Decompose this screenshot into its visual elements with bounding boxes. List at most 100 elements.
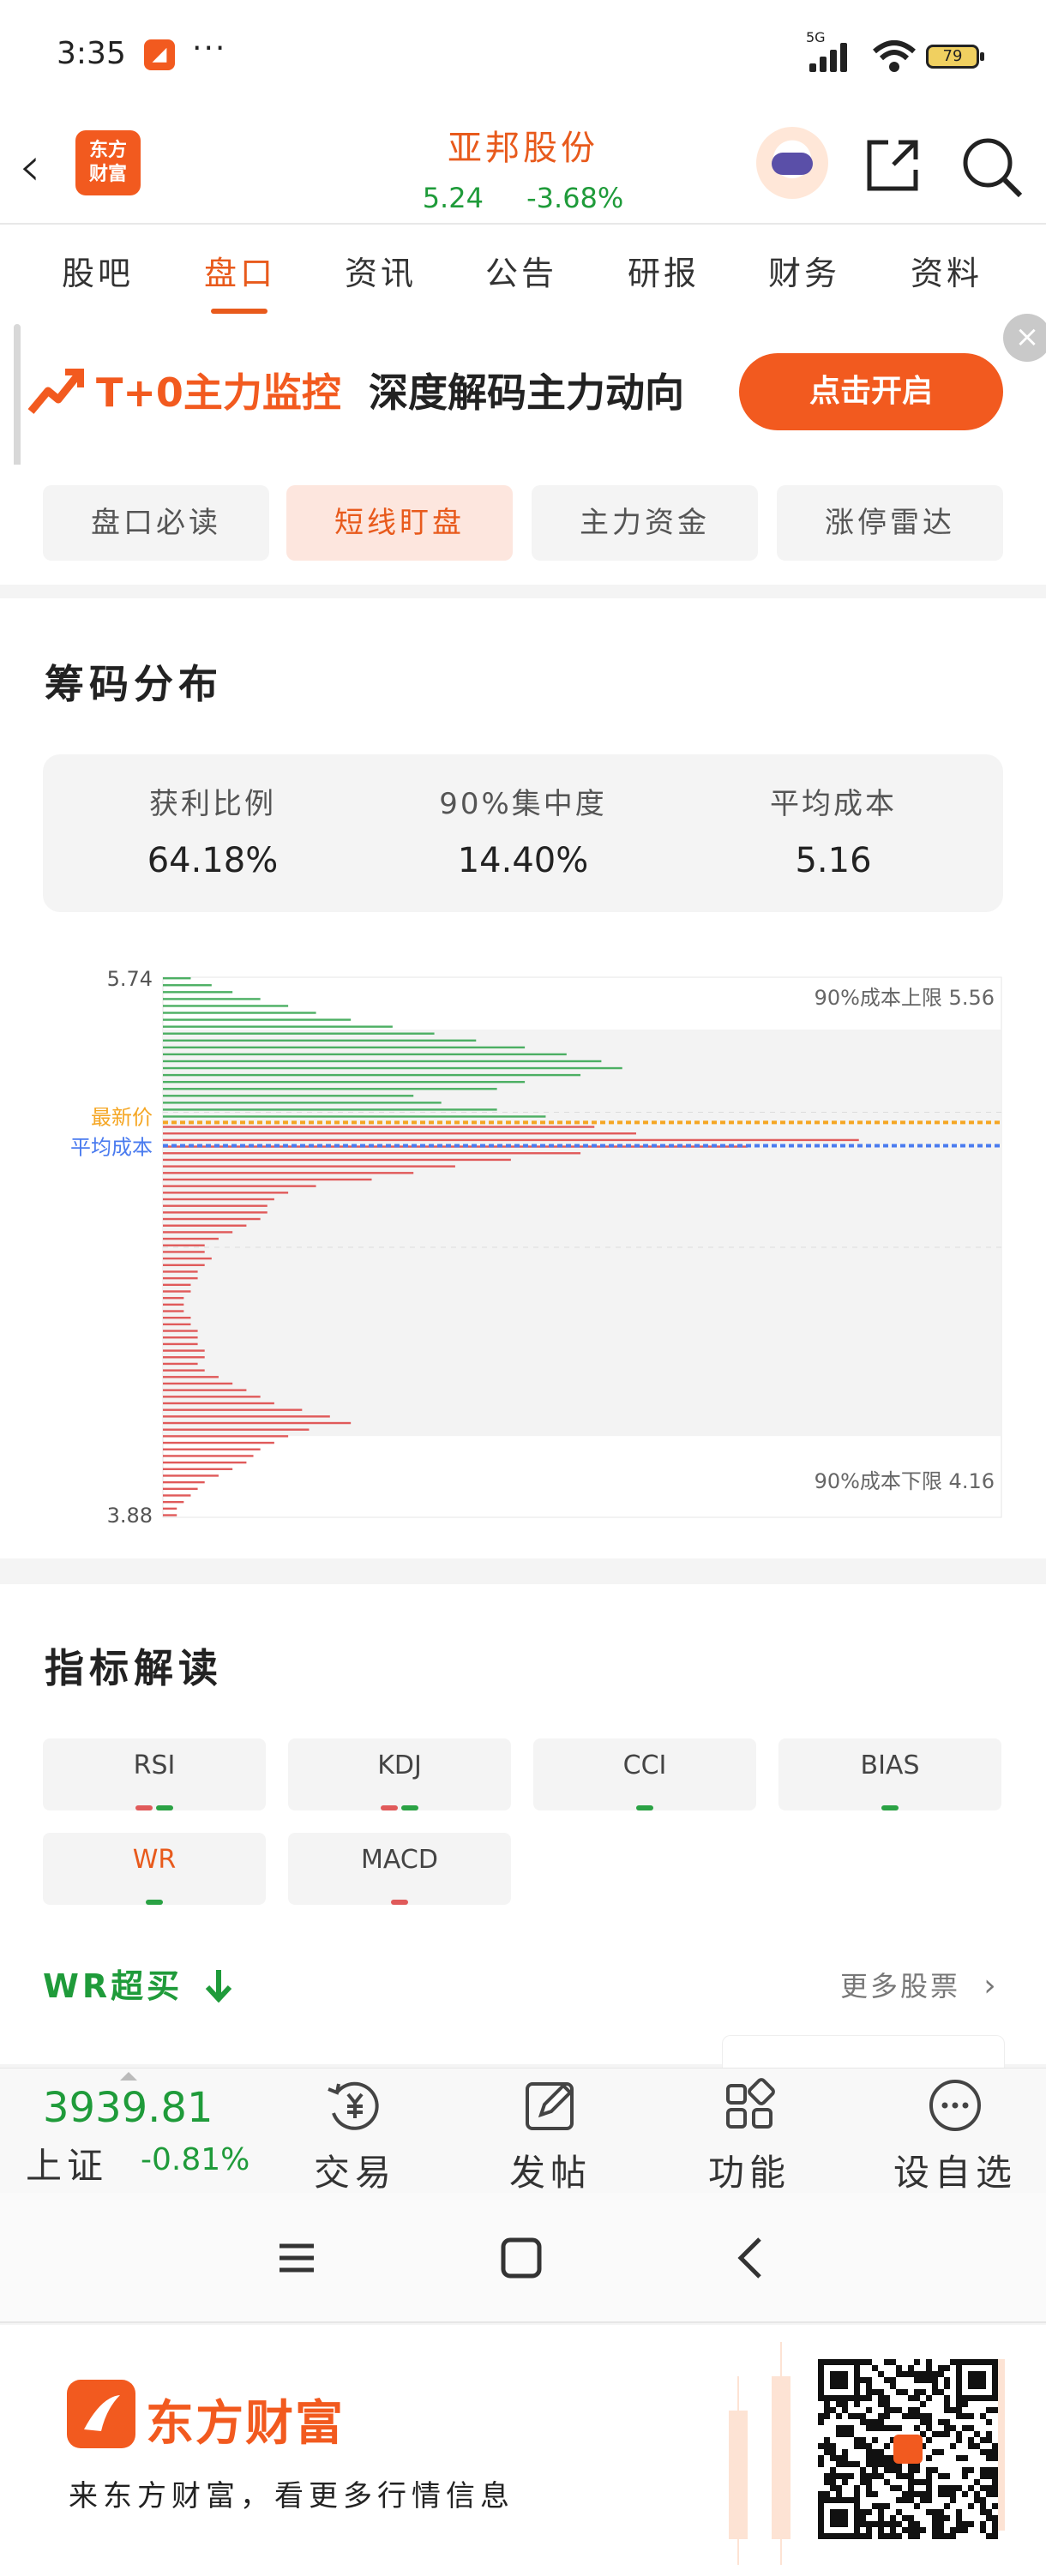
loss-chip-bar — [163, 1330, 198, 1332]
nav-trade[interactable]: 交易 — [286, 2075, 424, 2196]
tab-profile[interactable]: 资料 — [911, 255, 983, 292]
y-tick-top: 5.74 — [107, 967, 153, 991]
home-icon[interactable] — [499, 2236, 544, 2280]
stat-label: 平均成本 — [770, 787, 897, 821]
loss-chip-bar — [163, 1480, 205, 1484]
signal-dots — [533, 1787, 756, 1810]
indicator-cci-button[interactable]: CCI — [533, 1738, 756, 1810]
index-change[interactable]: -0.81% — [141, 2142, 250, 2177]
chip-distribution-section: 筹码分布 获利比例 64.18% 90%集中度 14.40% 平均成本 5.16… — [0, 598, 1046, 1558]
recent-apps-icon[interactable] — [274, 2236, 319, 2280]
system-back-icon[interactable] — [729, 2234, 773, 2282]
expand-caret-icon[interactable] — [120, 2072, 137, 2081]
scrollbar[interactable] — [14, 324, 21, 494]
tab-announcements[interactable]: 公告 — [485, 255, 558, 292]
profit-chip-bar — [163, 984, 212, 987]
loss-chip-bar — [163, 1323, 191, 1326]
profit-chip-bar — [163, 1018, 352, 1021]
more-stocks-link[interactable]: 更多股票 › — [840, 1965, 999, 2004]
subtab-must-read[interactable]: 盘口必读 — [43, 485, 269, 561]
loss-chip-bar — [163, 1276, 198, 1280]
profit-chip-bar — [163, 1039, 477, 1042]
mini-chart-card[interactable] — [722, 2035, 1005, 2069]
assistant-robot-icon[interactable] — [756, 127, 828, 199]
share-icon[interactable] — [863, 135, 923, 195]
loss-chip-bar — [163, 1138, 859, 1142]
section-title: 筹码分布 — [45, 661, 223, 707]
indicator-label: KDJ — [377, 1750, 422, 1780]
indicator-wr-button[interactable]: WR — [43, 1833, 266, 1905]
loss-chip-bar — [163, 1283, 191, 1287]
active-tab-indicator — [211, 309, 268, 314]
loss-chip-bar — [163, 1349, 205, 1352]
subtab-limit-radar[interactable]: 涨停雷达 — [777, 485, 1003, 561]
main-tabs: 股吧 盘口 资讯 公告 研报 财务 资料 — [0, 225, 1046, 317]
indicator-macd-button[interactable]: MACD — [288, 1833, 511, 1905]
indicator-label: MACD — [361, 1845, 438, 1875]
loss-chip-bar — [163, 1211, 268, 1214]
promo-banner[interactable]: T+0主力监控 深度解码主力动向 点击开启 × — [0, 314, 1046, 465]
banner-open-button[interactable]: 点击开启 — [739, 353, 1003, 430]
loss-chip-bar — [163, 1514, 177, 1516]
tab-research[interactable]: 研报 — [628, 255, 700, 292]
loss-chip-bar — [163, 1435, 289, 1438]
nav-post[interactable]: 发帖 — [482, 2075, 619, 2196]
stock-name[interactable]: 亚邦股份 — [448, 129, 598, 168]
close-icon[interactable]: × — [1003, 314, 1046, 362]
wr-overbought-title[interactable]: WR超买 — [43, 1960, 233, 2007]
search-icon[interactable] — [959, 134, 1024, 199]
profit-chip-bar — [163, 1066, 622, 1070]
loss-chip-bar — [163, 1356, 205, 1359]
loss-chip-bar — [163, 1224, 247, 1227]
index-name[interactable]: 上证 — [26, 2145, 109, 2187]
loss-chip-bar — [163, 1415, 330, 1418]
loss-chip-bar — [163, 1500, 184, 1504]
tab-pankou[interactable]: 盘口 — [204, 255, 277, 292]
loss-chip-bar — [163, 1192, 289, 1194]
latest-price-label: 最新价 — [91, 1105, 153, 1129]
loss-chip-bar — [163, 1185, 316, 1187]
indicator-label: WR — [132, 1845, 177, 1875]
indicator-kdj-button[interactable]: KDJ — [288, 1738, 511, 1810]
loss-chip-bar — [163, 1448, 261, 1450]
y-tick-bottom: 3.88 — [107, 1504, 153, 1528]
nav-functions[interactable]: 功能 — [681, 2075, 818, 2196]
indicator-rsi-button[interactable]: RSI — [43, 1738, 266, 1810]
logo-text-top: 东方 — [88, 140, 127, 161]
footer-tagline: 来东方财富，看更多行情信息 — [69, 2479, 514, 2513]
loss-chip-bar — [163, 1290, 191, 1293]
nav-label: 功能 — [707, 2152, 791, 2194]
tab-finance[interactable]: 财务 — [768, 255, 841, 292]
subtab-main-funds[interactable]: 主力资金 — [532, 485, 758, 561]
indicator-label: CCI — [622, 1750, 667, 1780]
chip-chart[interactable]: 5.74 3.88 最新价 平均成本 90%成本上限 5.56 90%成本下限 4.16 — [0, 958, 1046, 1541]
nav-add-watchlist[interactable]: 设自选 — [878, 2075, 1032, 2196]
profit-chip-bar — [163, 1032, 435, 1035]
back-icon[interactable]: ‹ — [19, 135, 41, 199]
wifi-icon — [873, 40, 916, 72]
section-title: 指标解读 — [45, 1645, 223, 1691]
profit-chip-bar — [163, 977, 191, 980]
bottom-bar: 3939.81 上证 -0.81% 交易 发帖 功能 设自选 — [0, 2068, 1046, 2196]
profit-chip-bar — [163, 1005, 289, 1007]
profit-chip-bar — [163, 1102, 442, 1104]
loss-chip-bar — [163, 1217, 261, 1221]
tab-guba[interactable]: 股吧 — [62, 255, 135, 292]
signal-icon — [806, 41, 854, 72]
loss-chip-bar — [163, 1369, 205, 1372]
cost-lower-label: 90%成本下限 4.16 — [815, 1469, 995, 1493]
app-logo[interactable]: 东方 财富 — [75, 130, 141, 195]
indicator-bias-button[interactable]: BIAS — [778, 1738, 1001, 1810]
tab-news[interactable]: 资讯 — [345, 255, 418, 292]
index-value[interactable]: 3939.81 — [43, 2084, 213, 2132]
footer-promo: 东方财富 来东方财富，看更多行情信息 — [0, 2325, 1046, 2576]
subtab-short-term[interactable]: 短线盯盘 — [286, 485, 513, 561]
profit-chip-bar — [163, 1095, 414, 1097]
brand-logo-icon — [67, 2380, 135, 2448]
stock-price: 5.24 — [422, 182, 484, 214]
loss-chip-bar — [163, 1382, 233, 1385]
loss-chip-bar — [163, 1198, 274, 1201]
loss-chip-bar — [163, 1441, 274, 1444]
stat-concentration: 90%集中度 14.40% — [394, 780, 652, 880]
